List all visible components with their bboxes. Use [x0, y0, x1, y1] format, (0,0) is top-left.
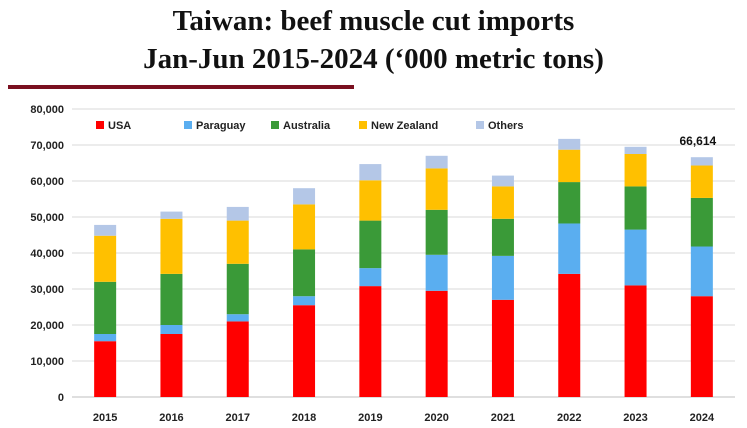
y-tick-label: 40,000 — [30, 248, 64, 260]
legend-swatch — [476, 121, 484, 129]
bar-segment-paraguay-2022 — [558, 223, 581, 274]
bar-segment-paraguay-2018 — [293, 296, 316, 306]
x-tick-label: 2016 — [159, 412, 183, 424]
bar-segment-usa-2024 — [690, 296, 713, 397]
bar-segment-usa-2019 — [359, 286, 382, 397]
bar-segment-australia-2019 — [359, 220, 382, 269]
bar-segment-paraguay-2024 — [690, 246, 713, 297]
bar-segment-others-2019 — [359, 164, 382, 181]
bar-segment-new-zealand-2021 — [491, 186, 514, 219]
bar-segment-usa-2020 — [425, 290, 448, 397]
bar-segment-new-zealand-2024 — [690, 165, 713, 198]
bar-segment-new-zealand-2023 — [624, 154, 647, 187]
bar-segment-new-zealand-2018 — [293, 204, 316, 250]
bar-segment-australia-2018 — [293, 249, 316, 297]
x-tick-label: 2017 — [226, 412, 250, 424]
y-tick-label: 0 — [58, 392, 64, 404]
bar-segment-paraguay-2021 — [491, 255, 514, 300]
total-data-label: 66,614 — [679, 134, 716, 148]
bar-segment-others-2023 — [624, 146, 647, 154]
x-tick-label: 2019 — [358, 412, 382, 424]
x-tick-label: 2020 — [424, 412, 448, 424]
bar-segment-australia-2022 — [558, 182, 581, 224]
bar-segment-new-zealand-2020 — [425, 168, 448, 210]
legend-label: Australia — [283, 120, 331, 132]
bar-segment-usa-2023 — [624, 285, 647, 397]
bar-segment-new-zealand-2015 — [94, 235, 117, 282]
bar-segment-paraguay-2017 — [226, 314, 249, 322]
bar-segment-usa-2021 — [491, 299, 514, 397]
bar-segment-new-zealand-2022 — [558, 149, 581, 183]
x-tick-label: 2015 — [93, 412, 117, 424]
bar-segment-paraguay-2016 — [160, 325, 183, 334]
y-tick-label: 10,000 — [30, 356, 64, 368]
bar-segment-paraguay-2020 — [425, 254, 448, 291]
bar-segment-new-zealand-2019 — [359, 180, 382, 221]
chart-title-line-2: Jan-Jun 2015-2024 (‘000 metric tons) — [143, 43, 604, 75]
y-tick-label: 50,000 — [30, 212, 64, 224]
legend-label: Paraguay — [196, 120, 246, 132]
bar-segment-australia-2015 — [94, 281, 117, 334]
bar-segment-australia-2017 — [226, 263, 249, 315]
bar-segment-usa-2016 — [160, 334, 183, 397]
title-underline-rule — [8, 85, 354, 89]
x-tick-label: 2023 — [623, 412, 647, 424]
bar-segment-others-2020 — [425, 155, 448, 169]
bar-segment-usa-2022 — [558, 273, 581, 397]
bar-segment-others-2024 — [690, 157, 713, 166]
y-tick-label: 70,000 — [30, 140, 64, 152]
bar-segment-australia-2016 — [160, 273, 183, 325]
legend-swatch — [96, 121, 104, 129]
y-tick-label: 20,000 — [30, 320, 64, 332]
bar-segment-others-2018 — [293, 188, 316, 205]
legend-label: New Zealand — [371, 120, 438, 132]
legend-swatch — [184, 121, 192, 129]
bar-segment-usa-2015 — [94, 341, 117, 397]
y-tick-label: 80,000 — [30, 104, 64, 116]
bar-segment-australia-2020 — [425, 209, 448, 255]
legend-label: Others — [488, 120, 523, 132]
x-tick-label: 2024 — [690, 412, 715, 424]
bar-segment-paraguay-2019 — [359, 268, 382, 287]
bar-segment-australia-2024 — [690, 197, 713, 247]
legend-label: USA — [108, 120, 131, 132]
bar-segment-new-zealand-2016 — [160, 218, 183, 274]
chart-title-line-1: Taiwan: beef muscle cut imports — [172, 5, 575, 37]
legend-swatch — [271, 121, 279, 129]
bar-segment-others-2021 — [491, 175, 514, 187]
bar-segment-paraguay-2015 — [94, 334, 117, 342]
x-tick-label: 2021 — [491, 412, 515, 424]
y-tick-label: 60,000 — [30, 176, 64, 188]
bar-segment-paraguay-2023 — [624, 229, 647, 286]
bar-segment-new-zealand-2017 — [226, 220, 249, 264]
bar-segment-australia-2023 — [624, 186, 647, 230]
bar-segment-usa-2017 — [226, 321, 249, 397]
bar-segment-usa-2018 — [293, 305, 316, 397]
bar-segment-others-2015 — [94, 224, 117, 236]
bar-segment-others-2017 — [226, 206, 249, 221]
legend-swatch — [359, 121, 367, 129]
bar-segment-others-2022 — [558, 138, 581, 150]
y-tick-label: 30,000 — [30, 284, 64, 296]
bar-segment-australia-2021 — [491, 218, 514, 256]
x-tick-label: 2018 — [292, 412, 316, 424]
x-tick-label: 2022 — [557, 412, 581, 424]
bar-segment-others-2016 — [160, 211, 183, 219]
